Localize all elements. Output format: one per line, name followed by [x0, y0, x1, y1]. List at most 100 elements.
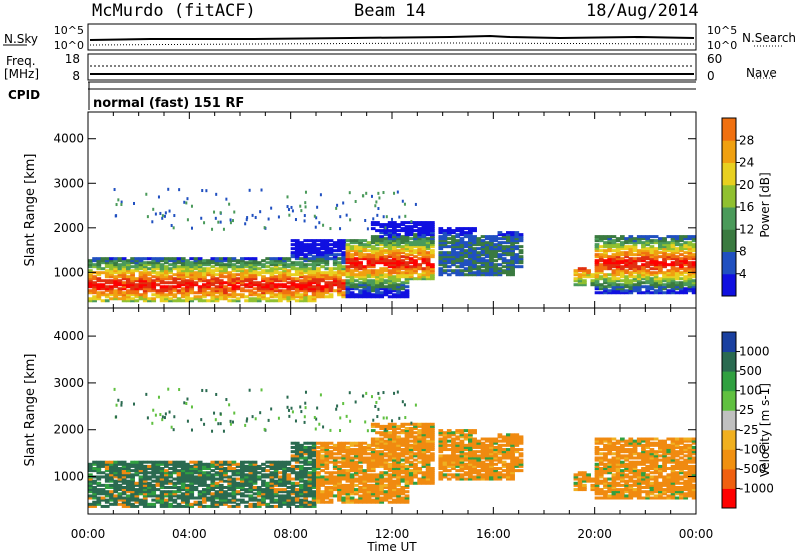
power-cell: [235, 279, 241, 283]
power-cell: [636, 283, 642, 287]
power-cell: [261, 259, 266, 263]
velocity-cell: [345, 445, 351, 449]
velocity-cell: [92, 492, 97, 496]
power-cell: [438, 263, 444, 267]
power-cell: [316, 261, 321, 265]
power-cell: [603, 273, 608, 277]
power-cell: [189, 289, 195, 293]
velocity-cell: [180, 494, 186, 498]
power-cell: [421, 253, 427, 257]
power-cell: [362, 289, 368, 293]
velocity-cell: [316, 485, 321, 489]
velocity-cell: [290, 471, 296, 475]
velocity-cell: [176, 477, 182, 481]
velocity-cell: [104, 469, 110, 473]
power-cell: [248, 281, 254, 285]
velocity-cell: [349, 492, 355, 496]
power-cell: [392, 223, 397, 227]
velocity-cell: [472, 445, 477, 449]
power-cell: [130, 287, 135, 291]
power-cell: [265, 283, 271, 287]
power-cell: [176, 283, 182, 287]
power-cell: [109, 289, 114, 293]
power-cell: [392, 227, 397, 231]
power-cell: [586, 275, 591, 279]
power-cell: [294, 257, 300, 261]
power-cell: [615, 279, 621, 283]
velocity-cell: [383, 490, 389, 494]
power-cell: [413, 225, 418, 229]
velocity-cell: [375, 464, 380, 468]
velocity-cell: [451, 452, 456, 456]
velocity-cell: [155, 498, 161, 502]
power-cell: [438, 239, 444, 243]
velocity-cell: [404, 469, 410, 473]
velocity-cell: [421, 454, 427, 458]
power-cell: [117, 198, 120, 202]
velocity-cell: [155, 475, 161, 479]
velocity-cell: [438, 439, 444, 443]
power-cell: [354, 279, 359, 283]
power-cell: [463, 227, 469, 231]
velocity-cell: [316, 464, 321, 468]
velocity-cell: [463, 448, 469, 452]
power-cell: [117, 283, 123, 287]
power-cell: [400, 271, 406, 275]
power-cell: [303, 257, 309, 261]
velocity-cell: [138, 464, 144, 468]
power-cell: [299, 279, 304, 283]
velocity-cell: [375, 479, 380, 483]
velocity-cell: [311, 467, 317, 471]
power-cell: [476, 271, 482, 275]
velocity-cell: [227, 494, 233, 498]
power-cell: [417, 247, 423, 251]
velocity-cell: [468, 431, 473, 435]
velocity-cell: [451, 473, 456, 477]
velocity-cell: [168, 481, 173, 485]
velocity-cell: [130, 504, 135, 508]
velocity-cell: [328, 456, 334, 460]
power-cell: [354, 253, 359, 257]
power-cell: [370, 269, 376, 273]
velocity-cell: [138, 467, 144, 471]
power-cell: [400, 295, 406, 299]
power-cell: [455, 273, 461, 277]
velocity-cell: [518, 464, 524, 468]
velocity-cell: [404, 500, 410, 504]
power-cell: [164, 273, 169, 277]
velocity-cell: [430, 481, 435, 485]
velocity-cell: [320, 490, 325, 494]
velocity-cell: [489, 460, 494, 464]
velocity-cell: [134, 460, 140, 464]
power-cell: [649, 241, 655, 245]
power-cell: [240, 257, 245, 261]
power-cell: [628, 261, 634, 265]
power-cell: [670, 249, 676, 253]
velocity-cell: [493, 437, 499, 441]
power-cell: [96, 279, 102, 283]
power-cell: [636, 269, 642, 273]
power-cell: [151, 299, 157, 303]
power-cell: [577, 283, 583, 287]
velocity-cell: [468, 439, 473, 443]
velocity-cell: [484, 452, 490, 456]
power-cell: [316, 247, 321, 251]
velocity-cell: [130, 460, 135, 464]
velocity-cell: [138, 490, 144, 494]
power-cell: [214, 259, 220, 263]
velocity-cell: [417, 441, 423, 445]
velocity-cell: [155, 460, 161, 464]
velocity-cell: [244, 488, 249, 492]
power-cell: [497, 233, 503, 237]
power-cell: [214, 289, 220, 293]
velocity-cell: [269, 492, 275, 496]
power-cell: [126, 291, 131, 295]
velocity-cell: [383, 454, 389, 458]
power-cell: [320, 261, 325, 265]
velocity-cell: [151, 473, 157, 477]
power-cell: [337, 263, 342, 267]
power-cell: [387, 255, 393, 259]
power-cell: [307, 247, 313, 251]
velocity-cell: [375, 488, 380, 492]
velocity-cell: [290, 450, 296, 454]
